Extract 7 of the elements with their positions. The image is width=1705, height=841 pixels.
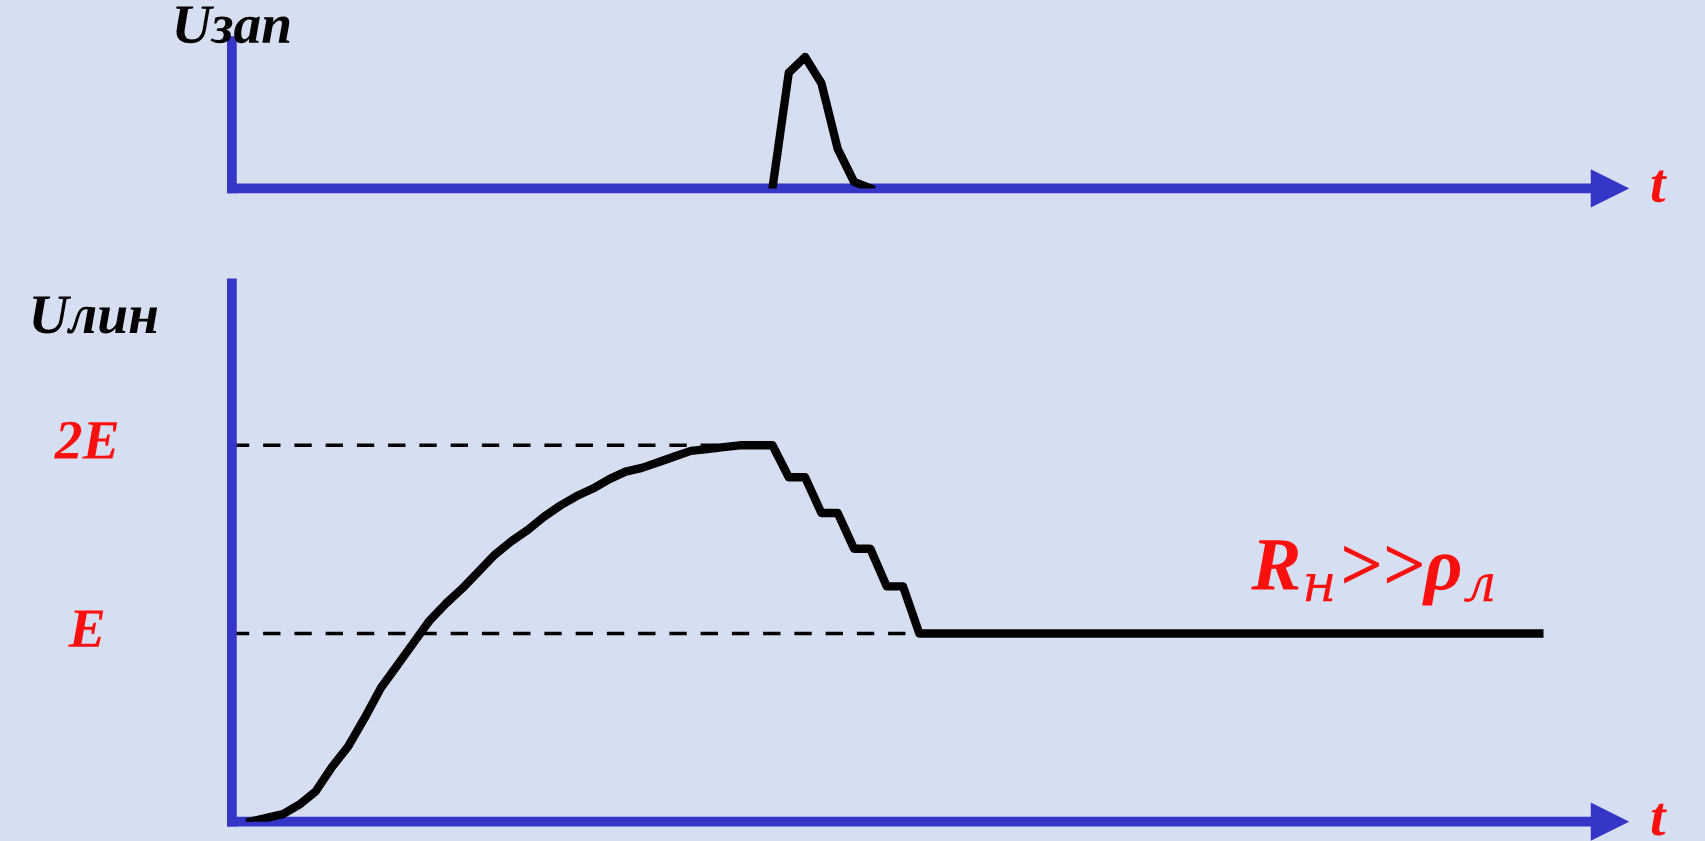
ref-line-label: 2E [54, 421, 118, 459]
annotation: R$_{н}$>>ρ$_{л}$ [1251, 540, 1494, 606]
y-axis-title: Uлин [33, 296, 158, 334]
x-axis-title: t [1651, 170, 1667, 203]
x-axis-title: t [1651, 803, 1667, 836]
ref-line-label: E [68, 610, 104, 647]
y-axis-title: Uзап [176, 6, 290, 44]
